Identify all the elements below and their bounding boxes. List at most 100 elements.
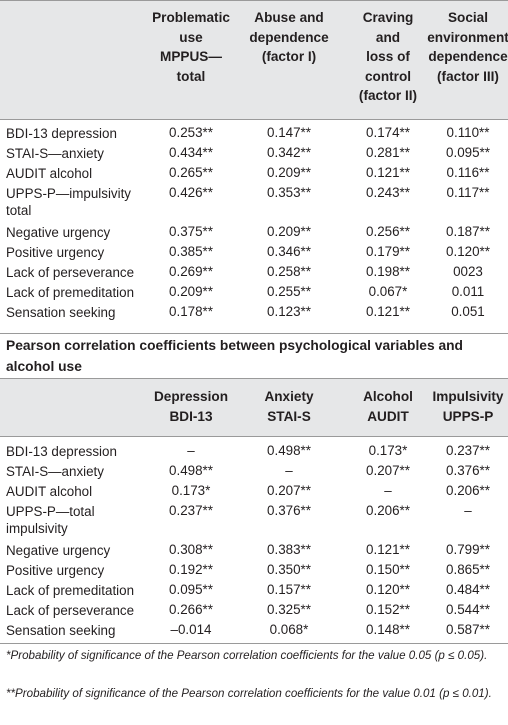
- table-cell: –: [187, 443, 195, 458]
- table-cell: 0.426**: [169, 185, 213, 200]
- row-label: AUDIT alcohol: [6, 484, 93, 499]
- table-row: Positive urgency 0.385** 0.346** 0.179** 0.1…: [0, 242, 508, 262]
- table-row: AUDIT alcohol 0.173* 0.207** – 0.206**: [0, 481, 508, 501]
- table-row: AUDIT alcohol 0.265** 0.209** 0.121** 0.116*…: [0, 163, 508, 183]
- row-label: Sensation seeking: [6, 623, 116, 638]
- column-header: Impulsivity UPPS-P: [432, 389, 504, 424]
- table-cell: 0.269**: [169, 264, 213, 279]
- table1-header: [0, 0, 508, 120]
- table-row: STAI-S—anxiety 0.434** 0.342** 0.281** 0.095…: [0, 143, 508, 163]
- table-cell: 0.308**: [169, 542, 213, 557]
- table-cell: 0.799**: [446, 542, 490, 557]
- table-cell: 0.192**: [169, 562, 213, 577]
- table-cell: 0.376**: [267, 503, 311, 518]
- table-cell: 0.266**: [169, 602, 213, 617]
- table-cell: 0.375**: [169, 224, 213, 239]
- table-cell: 0.095**: [169, 582, 213, 597]
- table2-bottom-rule: [0, 643, 508, 644]
- table-row: Positive urgency 0.192** 0.350** 0.150** 0.8…: [0, 560, 508, 580]
- table-cell: 0.498**: [169, 463, 213, 478]
- table-cell: 0.865**: [446, 562, 490, 577]
- table-cell: 0.237**: [169, 503, 213, 518]
- table-cell: 0.498**: [267, 443, 311, 458]
- table-cell: 0.243**: [366, 185, 410, 200]
- table-cell: 0.376**: [446, 463, 490, 478]
- row-label: BDI-13 depression: [6, 444, 117, 459]
- row-label: STAI-S—anxiety: [6, 464, 104, 479]
- row-label: AUDIT alcohol: [6, 166, 93, 181]
- table-cell: 0.350**: [267, 562, 311, 577]
- row-label: Positive urgency: [6, 245, 105, 260]
- table2-title: Pearson correlation coefficients between…: [6, 338, 463, 374]
- table2-header: [0, 378, 508, 437]
- table-row: BDI-13 depression 0.253** 0.147** 0.174** 0.…: [0, 123, 508, 143]
- row-label: UPPS-P—impulsivity total: [6, 186, 132, 218]
- table-cell: 0.116**: [446, 165, 490, 180]
- table-cell: 0.117**: [446, 185, 490, 200]
- table-cell: 0.281**: [366, 145, 410, 160]
- row-label: Positive urgency: [6, 563, 105, 578]
- table-cell: 0.209**: [169, 284, 213, 299]
- table-cell: 0.258**: [267, 264, 311, 279]
- column-header: Abuse and dependence (factor I): [249, 10, 329, 64]
- table-row: Lack of perseverance 0.269** 0.258** 0.198*…: [0, 262, 508, 282]
- row-label: Lack of premeditation: [6, 285, 135, 300]
- row-label: Negative urgency: [6, 543, 111, 558]
- table-cell: 0.207**: [366, 463, 410, 478]
- table-cell: 0.385**: [169, 244, 213, 259]
- table-cell: 0.068*: [269, 622, 309, 637]
- table-cell: 0023: [453, 264, 483, 279]
- table-cell: 0.255**: [267, 284, 311, 299]
- table-row: UPPS-P—impulsivity total 0.426** 0.353** 0.…: [0, 183, 508, 218]
- table-cell: 0.179**: [366, 244, 410, 259]
- table-row: Negative urgency 0.375** 0.209** 0.256** 0.1…: [0, 222, 508, 242]
- table-cell: –0.014: [170, 622, 212, 637]
- row-label: Negative urgency: [6, 225, 111, 240]
- table-row: STAI-S—anxiety 0.498** – 0.207** 0.376**: [0, 461, 508, 481]
- table-cell: 0.253**: [169, 125, 213, 140]
- table-cell: –: [464, 503, 472, 518]
- table-row: UPPS-P—total impulsivity 0.237** 0.376** 0.…: [0, 501, 508, 536]
- row-label: Lack of perseverance: [6, 603, 135, 618]
- table-cell: 0.544**: [446, 602, 490, 617]
- row-label: Lack of perseverance: [6, 265, 135, 280]
- table-cell: 0.178**: [169, 304, 213, 319]
- table-cell: 0.120**: [366, 582, 410, 597]
- table-cell: 0.342**: [267, 145, 311, 160]
- table-cell: 0.095**: [446, 145, 490, 160]
- table-cell: 0.011: [451, 284, 485, 299]
- table-cell: 0.434**: [169, 145, 213, 160]
- table-cell: 0.187**: [446, 224, 490, 239]
- column-header: Problematic use MPPUS— total: [152, 10, 230, 84]
- table-row: Lack of premeditation 0.209** 0.255** 0.067…: [0, 282, 508, 302]
- table-cell: 0.157**: [267, 582, 311, 597]
- table-row: Negative urgency 0.308** 0.383** 0.121** 0.7…: [0, 540, 508, 560]
- table-cell: 0.173*: [171, 483, 211, 498]
- table-cell: 0.147**: [267, 125, 311, 140]
- table-cell: 0.383**: [267, 542, 311, 557]
- table-cell: –: [384, 483, 392, 498]
- column-header: Social environment dependence (factor II…: [427, 10, 508, 84]
- table-cell: 0.148**: [366, 622, 410, 637]
- table-cell: 0.325**: [267, 602, 311, 617]
- table-cell: 0.121**: [366, 165, 410, 180]
- table-cell: 0.206**: [446, 483, 490, 498]
- table-cell: 0.587**: [446, 622, 490, 637]
- table-cell: 0.484**: [446, 582, 490, 597]
- table-cell: –: [285, 463, 293, 478]
- table-cell: 0.174**: [366, 125, 410, 140]
- table-cell: 0.206**: [366, 503, 410, 518]
- table-cell: 0.353**: [267, 185, 311, 200]
- table-row: Lack of premeditation 0.095** 0.157** 0.120…: [0, 580, 508, 600]
- table-cell: 0.173*: [368, 443, 408, 458]
- table-cell: 0.209**: [267, 224, 311, 239]
- row-label: UPPS-P—total impulsivity: [6, 504, 95, 536]
- row-label: Lack of premeditation: [6, 583, 135, 598]
- row-label: Sensation seeking: [6, 305, 116, 320]
- table-cell: 0.198**: [366, 264, 410, 279]
- table-cell: 0.121**: [366, 304, 410, 319]
- table-cell: 0.123**: [267, 304, 311, 319]
- table-row: Sensation seeking 0.178** 0.123** 0.121** 0.…: [0, 302, 508, 322]
- table-cell: 0.209**: [267, 165, 311, 180]
